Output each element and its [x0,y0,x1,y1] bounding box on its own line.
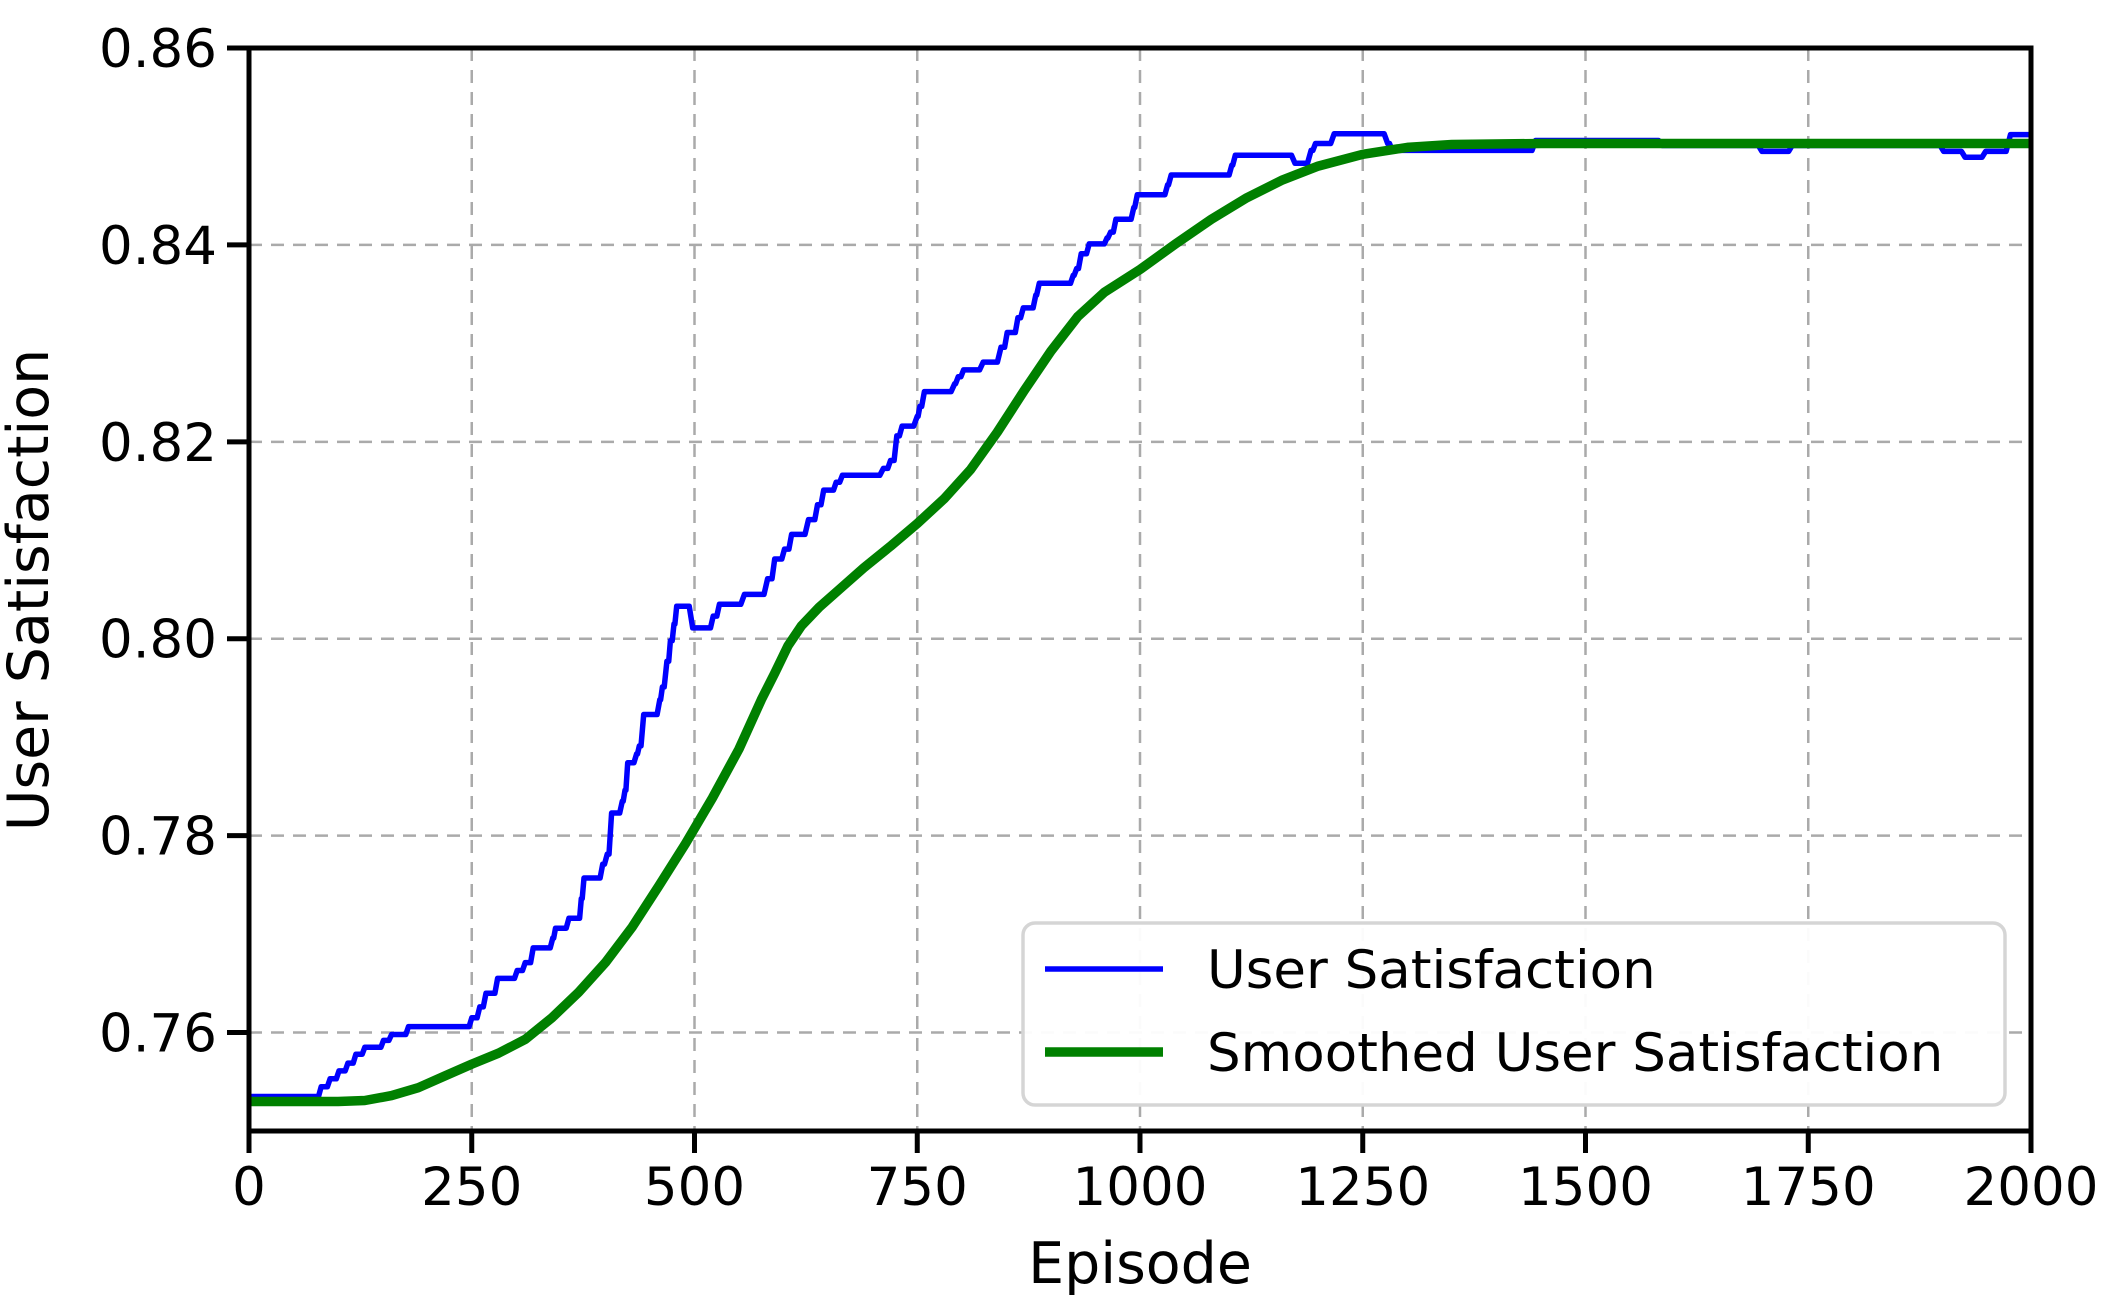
legend-box [1021,921,2007,1107]
legend: User Satisfaction Smoothed User Satisfac… [1021,921,2007,1107]
x-axis-label: Episode [1028,1231,1252,1297]
x-tick-label: 1000 [1073,1157,1208,1218]
x-axis: 0 250 500 750 1000 1250 1500 1750 2000 [232,1131,2098,1218]
y-axis-label: User Satisfaction [0,349,62,832]
user-satisfaction-line [249,130,2031,1100]
y-tick-label: 0.84 [99,216,217,277]
y-axis: 0.76 0.78 0.80 0.82 0.84 0.86 [99,19,249,1065]
x-tick-label: 0 [232,1157,266,1218]
legend-label-smoothed-user-satisfaction: Smoothed User Satisfaction [1207,1023,1943,1084]
y-tick-label: 0.82 [99,413,217,474]
x-tick-label: 250 [421,1157,522,1218]
y-tick-label: 0.80 [99,610,217,671]
y-tick-label: 0.86 [99,19,217,80]
x-tick-label: 2000 [1964,1157,2099,1218]
x-tick-label: 500 [644,1157,745,1218]
y-tick-label: 0.76 [99,1004,217,1065]
smoothed-user-satisfaction-line [249,138,2031,1107]
legend-label-user-satisfaction: User Satisfaction [1207,940,1656,1001]
x-tick-label: 1750 [1741,1157,1876,1218]
x-tick-label: 750 [867,1157,968,1218]
x-tick-label: 1500 [1518,1157,1653,1218]
y-tick-label: 0.78 [99,807,217,868]
x-tick-label: 1250 [1295,1157,1430,1218]
series-group [249,130,2031,1107]
